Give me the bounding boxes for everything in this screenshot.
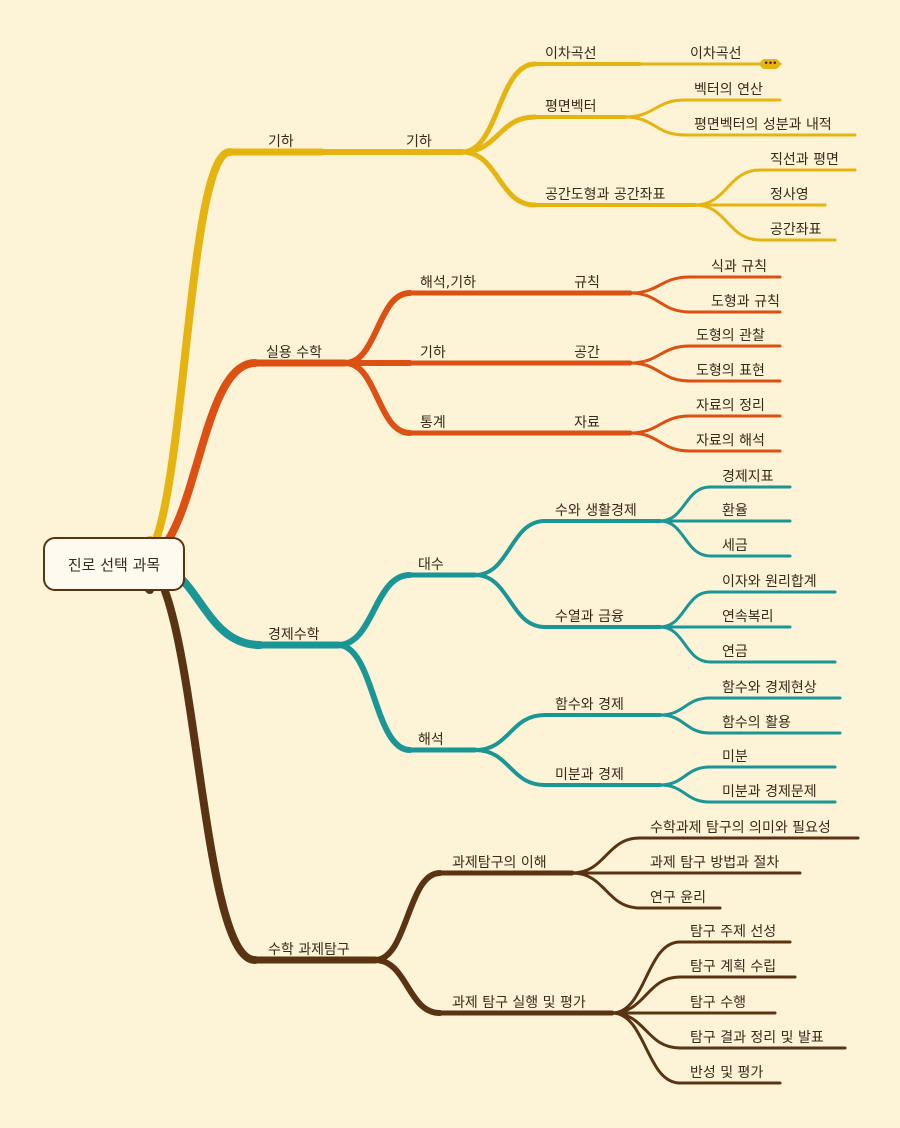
edge-econ-s1-t1-l3 — [658, 519, 712, 558]
edge-practical-data — [342, 360, 413, 436]
node-econ-s1-t1-label[interactable]: 수와 생활경제 — [555, 503, 637, 519]
leaf-econ-s2-t1-l2-label[interactable]: 함수의 활용 — [722, 715, 791, 731]
edge-econ-s1-t2-l1 — [658, 590, 712, 629]
ellipsis-icon[interactable]: ••• — [760, 59, 780, 69]
edge-space-coord — [693, 203, 762, 242]
leaf-vector-components-label[interactable]: 평면벡터의 성분과 내적 — [694, 117, 832, 133]
node-quadratic-curve-label[interactable]: 이차곡선 — [545, 46, 597, 62]
leaf-data-2-label[interactable]: 자료의 해석 — [696, 433, 765, 449]
edge-plane-vector — [459, 114, 538, 155]
leaf-econ-s1-t2-l1-label[interactable]: 이자와 원리합계 — [722, 574, 817, 590]
leaf-space-2-label[interactable]: 도형의 표현 — [696, 363, 765, 379]
node-econ-s1-t2-label[interactable]: 수열과 금융 — [555, 609, 624, 625]
leaf-rule-2-label[interactable]: 도형과 규칙 — [711, 294, 780, 310]
node-plane-vector-label[interactable]: 평면벡터 — [545, 99, 597, 115]
leaf-inquiry-practice-l3-label[interactable]: 탐구 수행 — [690, 995, 746, 1011]
leaf-econ-s2-t1-l1-label[interactable]: 함수와 경제현상 — [722, 680, 817, 696]
leaf-econ-s2-t2-l1-label[interactable]: 미분 — [722, 749, 748, 765]
edge-inquiry-practice — [372, 957, 443, 1016]
leaf-line-plane-label[interactable]: 직선과 평면 — [770, 152, 839, 168]
root-node[interactable]: 진로 선택 과목 — [43, 537, 185, 591]
edge-data-l1 — [628, 414, 692, 435]
node-practical-rule-topic-label[interactable]: 규칙 — [574, 275, 600, 291]
edge-inquiry-understanding-l1 — [570, 836, 642, 875]
leaf-data-1-label[interactable]: 자료의 정리 — [696, 398, 765, 414]
edge-analysis — [335, 642, 413, 753]
leaf-inquiry-understanding-l3-label[interactable]: 연구 윤리 — [650, 890, 706, 906]
edge-algebra — [335, 572, 413, 648]
node-practical-data-area-label[interactable]: 통계 — [420, 415, 446, 431]
edge-inquiry-practice-l2 — [610, 975, 682, 1015]
node-practical-data-topic-label[interactable]: 자료 — [574, 415, 600, 431]
node-space-figure-label[interactable]: 공간도형과 공간좌표 — [545, 187, 665, 203]
edge-econ-s2-t1-l2 — [658, 713, 712, 735]
leaf-inquiry-practice-l2-label[interactable]: 탐구 계획 수립 — [690, 959, 776, 975]
edge-econ-s2-t1-l1 — [658, 696, 712, 717]
edge-econ-s1-t2 — [473, 573, 547, 629]
node-econ-s2-t1-label[interactable]: 함수와 경제 — [555, 697, 624, 713]
edge-econ-s2-t2-l2 — [658, 783, 712, 804]
edge-econ-s1-t2-l3 — [658, 625, 712, 664]
leaf-space-1-label[interactable]: 도형의 관찰 — [696, 328, 765, 344]
edge-inquiry — [136, 556, 259, 964]
edge-vector-ops — [623, 98, 687, 119]
connector-lines — [136, 61, 860, 1085]
edge-inquiry-understanding-l3 — [570, 871, 642, 910]
leaf-inquiry-understanding-l2-label[interactable]: 과제 탐구 방법과 절차 — [650, 855, 779, 871]
edge-inquiry-practice-l4 — [610, 1011, 682, 1050]
leaf-econ-s2-t2-l2-label[interactable]: 미분과 경제문제 — [722, 784, 817, 800]
edge-space-l2 — [628, 361, 692, 383]
leaf-space-coordinate-label[interactable]: 공간좌표 — [770, 222, 822, 238]
node-practical-space-topic-label[interactable]: 공간 — [574, 345, 600, 361]
leaf-econ-s1-t1-l3-label[interactable]: 세금 — [722, 538, 748, 554]
node-inquiry-understanding-label[interactable]: 과제탐구의 이해 — [452, 855, 547, 871]
edge-data-l2 — [628, 431, 692, 453]
leaf-quadratic-curve-label[interactable]: 이차곡선 — [690, 46, 742, 62]
edge-econ-s2-t1 — [473, 713, 547, 752]
edge-econ-s1-t1-l1 — [658, 485, 712, 523]
leaf-rule-1-label[interactable]: 식과 규칙 — [711, 259, 767, 275]
leaf-inquiry-practice-l4-label[interactable]: 탐구 결과 정리 및 발표 — [690, 1030, 824, 1046]
node-inquiry-practice-label[interactable]: 과제 탐구 실행 및 평가 — [452, 995, 586, 1011]
node-analysis-label[interactable]: 해석 — [418, 732, 444, 748]
leaf-econ-s1-t2-l3-label[interactable]: 연금 — [722, 644, 748, 660]
edge-line-plane — [693, 168, 762, 207]
leaf-econ-s1-t2-l2-label[interactable]: 연속복리 — [722, 609, 774, 625]
leaf-projection-label[interactable]: 정사영 — [770, 187, 809, 203]
root-label: 진로 선택 과목 — [67, 555, 161, 574]
edge-econ-s2-t2 — [473, 748, 547, 787]
leaf-econ-s1-t1-l2-label[interactable]: 환율 — [722, 503, 748, 519]
node-algebra-label[interactable]: 대수 — [418, 557, 444, 573]
node-inquiry-label[interactable]: 수학 과제탐구 — [268, 942, 350, 958]
node-practical-math-label[interactable]: 실용 수학 — [266, 345, 322, 361]
leaf-vector-ops-label[interactable]: 벡터의 연산 — [694, 82, 763, 98]
node-geometry-label[interactable]: 기하 — [268, 134, 294, 150]
edge-vector-comp — [623, 115, 687, 137]
node-geometry-sub-label[interactable]: 기하 — [406, 134, 432, 150]
edge-space — [459, 149, 538, 208]
edge-practical-rule — [342, 290, 413, 366]
leaf-inquiry-practice-l5-label[interactable]: 반성 및 평가 — [690, 1065, 763, 1081]
node-practical-space-area-label[interactable]: 기하 — [420, 345, 446, 361]
edge-space-l1 — [628, 344, 692, 365]
node-econ-s2-t2-label[interactable]: 미분과 경제 — [555, 767, 624, 783]
edge-inquiry-practice-l5 — [610, 1011, 682, 1085]
edge-rule-l2 — [628, 291, 692, 314]
edge-quadratic — [459, 61, 538, 155]
leaf-econ-s1-t1-l1-label[interactable]: 경제지표 — [722, 469, 774, 485]
edge-econ-s1-t1 — [473, 519, 547, 577]
edge-rule-l1 — [628, 275, 692, 295]
edge-inquiry-understanding — [372, 870, 443, 963]
node-practical-rule-area-label[interactable]: 해석,기하 — [420, 275, 476, 291]
edge-econ-s2-t2-l1 — [658, 765, 712, 787]
leaf-inquiry-practice-l1-label[interactable]: 탐구 주제 선성 — [690, 924, 776, 940]
leaf-inquiry-understanding-l1-label[interactable]: 수학과제 탐구의 의미와 필요성 — [650, 820, 831, 836]
node-economics-math-label[interactable]: 경제수학 — [268, 627, 320, 643]
